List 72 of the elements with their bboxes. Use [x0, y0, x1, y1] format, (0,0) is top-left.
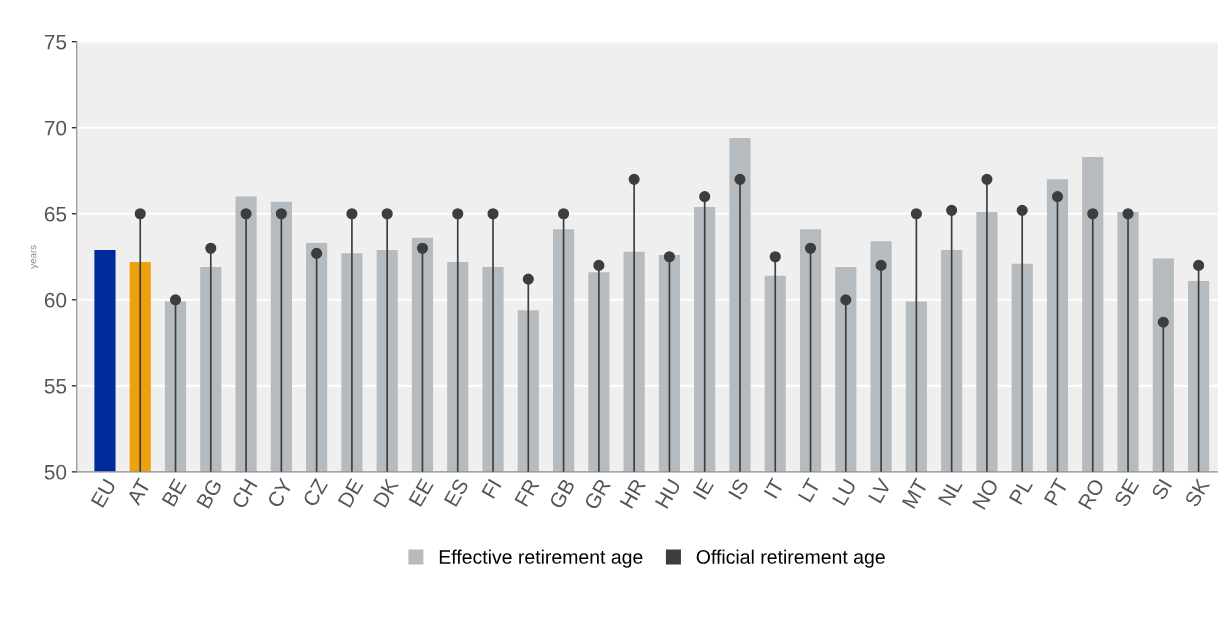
point — [1087, 208, 1099, 220]
point — [169, 294, 182, 306]
point — [311, 247, 323, 259]
x-tick-label: MT — [901, 477, 929, 509]
x-tick-label: IE — [692, 477, 714, 500]
point — [1157, 316, 1169, 328]
x-tick-label: LV — [868, 477, 892, 504]
y-tick-label: 60 — [44, 292, 67, 308]
x-tick-label: IS — [728, 477, 750, 500]
point — [346, 208, 358, 220]
point — [875, 259, 887, 271]
x-tick-label: HR — [619, 477, 646, 509]
x-tick-label: CH — [231, 478, 258, 510]
x-tick-label: LU — [832, 478, 857, 506]
y-axis-title: years — [31, 245, 39, 269]
x-tick-label: RO — [1077, 477, 1105, 510]
x-tick-label: NO — [972, 477, 1000, 510]
x-tick-label: SE — [1113, 477, 1140, 508]
x-tick-label: DK — [373, 477, 399, 508]
point — [416, 242, 429, 254]
point — [205, 242, 217, 254]
point — [522, 273, 534, 285]
x-tick-label: CY — [266, 477, 294, 509]
x-tick-label: GR — [583, 477, 612, 511]
y-tick-label: 65 — [44, 206, 67, 222]
y-tick-label: 55 — [44, 379, 67, 394]
legend-label: Official retirement age — [696, 549, 885, 568]
y-tick-label: 70 — [44, 120, 67, 136]
x-tick-label: SI — [1150, 478, 1173, 501]
point — [663, 251, 675, 263]
point — [134, 208, 146, 220]
point — [1051, 191, 1064, 203]
point — [840, 294, 852, 306]
point — [1016, 204, 1028, 216]
x-tick-label: LT — [797, 477, 821, 503]
legend-label: Effective retirement age — [439, 549, 643, 568]
x-tick-label: NL — [938, 477, 963, 506]
point — [240, 208, 252, 220]
point — [1122, 208, 1134, 220]
x-tick-label: IT — [763, 477, 785, 499]
x-tick-label: AT — [126, 477, 151, 506]
x-tick-label: EU — [90, 478, 117, 508]
point — [981, 173, 993, 185]
point — [804, 242, 817, 254]
point — [699, 191, 711, 203]
point — [769, 251, 781, 263]
x-tick-label: PT — [1043, 477, 1069, 506]
point — [734, 173, 746, 185]
x-tick-label: PL — [1008, 477, 1033, 505]
x-tick-label: EE — [408, 477, 434, 507]
x-tick-label: SK — [1184, 477, 1211, 508]
x-tick-label: ES — [443, 477, 470, 507]
point — [558, 208, 570, 220]
y-tick-label: 50 — [44, 464, 67, 480]
point — [275, 208, 287, 220]
x-tick-label: HU — [655, 478, 681, 509]
point — [910, 208, 922, 220]
point — [452, 208, 464, 220]
x-tick-label: FI — [481, 478, 502, 499]
x-tick-label: GB — [548, 477, 576, 510]
point — [1193, 259, 1205, 271]
x-tick-label: FR — [514, 477, 540, 507]
point — [381, 208, 393, 220]
y-tick-label: 75 — [44, 34, 67, 50]
x-tick-label: BE — [161, 477, 187, 507]
x-tick-label: DE — [337, 477, 364, 508]
point — [593, 259, 605, 271]
point — [946, 204, 958, 216]
point — [487, 208, 499, 220]
point — [628, 173, 640, 185]
x-tick-label: BG — [196, 478, 223, 509]
x-tick-label: CZ — [302, 477, 329, 508]
